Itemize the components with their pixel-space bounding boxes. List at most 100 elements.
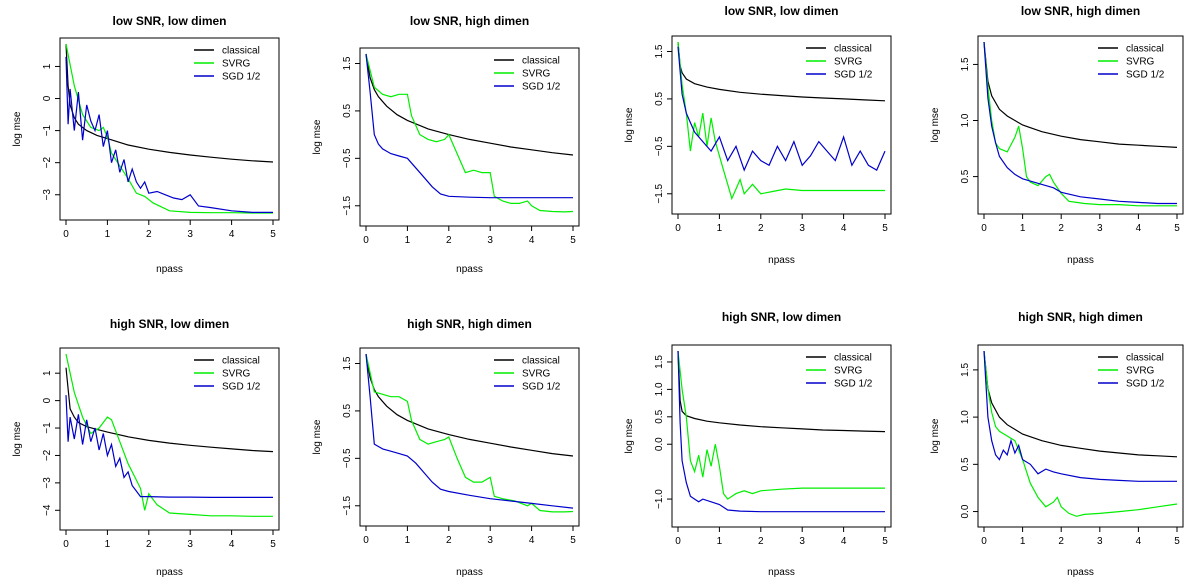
y-tick-label: 1.5 xyxy=(654,44,665,58)
series-line xyxy=(677,350,885,513)
series-line xyxy=(983,41,1177,205)
x-tick-label: 5 xyxy=(1174,536,1180,547)
legend-label: SGD 1/2 xyxy=(1126,379,1165,390)
series-line xyxy=(677,46,886,172)
legend-label: classical xyxy=(834,353,872,364)
y-tick-label: −2 xyxy=(42,449,53,461)
plot-frame xyxy=(359,47,580,227)
legend-label: SGD 1/2 xyxy=(222,382,261,393)
x-tick-label: 5 xyxy=(570,535,576,546)
y-tick-label: 1.0 xyxy=(654,382,665,396)
y-tick-label: −1 xyxy=(42,422,53,434)
x-tick-label: 0 xyxy=(363,235,369,246)
y-tick-label: −1.5 xyxy=(342,495,353,515)
x-tick-label: 0 xyxy=(981,223,987,234)
x-tick-label: 2 xyxy=(446,535,452,546)
x-tick-label: 4 xyxy=(1136,536,1142,547)
chart-panel: high SNR, high dimen 0 1 2 3 4 5 −1.5 −0.5 0.5 1.5… xyxy=(312,317,580,578)
series-line xyxy=(983,350,1178,458)
x-tick-label: 0 xyxy=(675,223,681,234)
x-axis-label: npass xyxy=(456,264,483,275)
x-tick-label: 1 xyxy=(717,223,723,234)
legend-label: SVRG xyxy=(1126,57,1155,68)
x-tick-label: 3 xyxy=(487,535,493,546)
x-tick-label: 4 xyxy=(529,535,535,546)
x-tick-label: 3 xyxy=(1097,223,1103,234)
x-tick-label: 2 xyxy=(1058,536,1064,547)
plot-frame xyxy=(671,35,892,215)
legend-label: SVRG xyxy=(522,69,551,80)
chart-title: high SNR, high dimen xyxy=(407,317,532,331)
y-tick-label: 1 xyxy=(42,63,53,69)
x-tick-label: 2 xyxy=(758,223,764,234)
legend-label: SGD 1/2 xyxy=(1126,70,1165,81)
x-tick-label: 1 xyxy=(105,229,111,240)
plot-frame xyxy=(671,344,892,528)
y-axis-label: log mse xyxy=(312,419,323,454)
x-tick-label: 3 xyxy=(799,536,805,547)
series-line xyxy=(983,41,1177,207)
y-tick-label: 0.5 xyxy=(342,104,353,118)
chart-panel: high SNR, high dimen 0 1 2 3 4 5 0.0 0.5 1.0 1.5 np… xyxy=(930,310,1184,578)
y-tick-label: 0 xyxy=(42,95,53,101)
legend-label: SGD 1/2 xyxy=(834,70,873,81)
x-tick-label: 1 xyxy=(1020,223,1026,234)
y-tick-label: 1.0 xyxy=(960,113,971,127)
y-tick-label: −0.5 xyxy=(654,136,665,156)
y-axis-label: log mse xyxy=(624,418,635,453)
legend-label: SGD 1/2 xyxy=(222,72,261,83)
plot-frame xyxy=(359,347,580,527)
x-tick-label: 4 xyxy=(1136,223,1142,234)
y-tick-label: 0.5 xyxy=(960,169,971,183)
x-axis-label: npass xyxy=(768,255,795,266)
chart-title: high SNR, low dimen xyxy=(110,317,229,331)
y-axis-label: log mse xyxy=(12,111,23,146)
x-tick-label: 0 xyxy=(675,536,681,547)
series-line xyxy=(365,53,574,156)
x-tick-label: 1 xyxy=(405,235,411,246)
plot-frame xyxy=(59,347,280,531)
y-tick-label: 1.5 xyxy=(342,356,353,370)
plot-frame xyxy=(59,37,280,221)
series-line xyxy=(365,53,573,199)
legend-label: classical xyxy=(222,46,260,57)
x-tick-label: 1 xyxy=(405,535,411,546)
y-tick-label: 0.5 xyxy=(342,404,353,418)
series-line xyxy=(983,350,1177,482)
chart-title: low SNR, high dimen xyxy=(1021,4,1140,18)
x-tick-label: 1 xyxy=(717,536,723,547)
series-line xyxy=(65,56,273,213)
x-tick-label: 4 xyxy=(841,536,847,547)
x-tick-label: 5 xyxy=(882,223,888,234)
y-tick-label: −1.0 xyxy=(654,489,665,509)
series-line xyxy=(677,41,886,102)
x-axis-label: npass xyxy=(1067,567,1094,578)
legend-label: SVRG xyxy=(834,57,863,68)
legend-label: SGD 1/2 xyxy=(834,379,873,390)
legend-label: SVRG xyxy=(522,369,551,380)
y-tick-label: 1.5 xyxy=(654,355,665,369)
legend-label: classical xyxy=(1126,353,1164,364)
y-tick-label: −1.5 xyxy=(342,195,353,215)
series-line xyxy=(677,350,886,433)
y-axis-label: log mse xyxy=(624,107,635,142)
legend-label: SVRG xyxy=(834,366,863,377)
chart-title: high SNR, high dimen xyxy=(1018,310,1143,324)
chart-panel: low SNR, high dimen 0 1 2 3 4 5 −1.5 −0.5 0.5 1.5 n… xyxy=(312,14,580,275)
legend-label: classical xyxy=(522,56,560,67)
chart-panel: high SNR, low dimen 0 1 2 3 4 5 −4 −3 −2 −1 0 1 npass… xyxy=(12,317,280,578)
x-axis-label: npass xyxy=(1067,255,1094,266)
series-line xyxy=(983,41,1178,148)
legend-label: SVRG xyxy=(1126,366,1155,377)
y-tick-label: −0.5 xyxy=(342,148,353,168)
series-line xyxy=(677,350,885,500)
chart-panel: low SNR, low dimen 0 1 2 3 4 5 −1.5 −0.5 0.5 1.5 np… xyxy=(624,4,892,266)
series-line xyxy=(983,350,1178,517)
chart-panel: low SNR, high dimen 0 1 2 3 4 5 0.5 1.0 1.5 npass l… xyxy=(930,4,1184,266)
x-tick-label: 3 xyxy=(187,229,193,240)
x-axis-label: npass xyxy=(156,567,183,578)
y-axis-label: log mse xyxy=(312,119,323,154)
y-tick-label: −3 xyxy=(42,477,53,489)
x-tick-label: 5 xyxy=(270,539,276,550)
plot-frame xyxy=(977,344,1184,528)
